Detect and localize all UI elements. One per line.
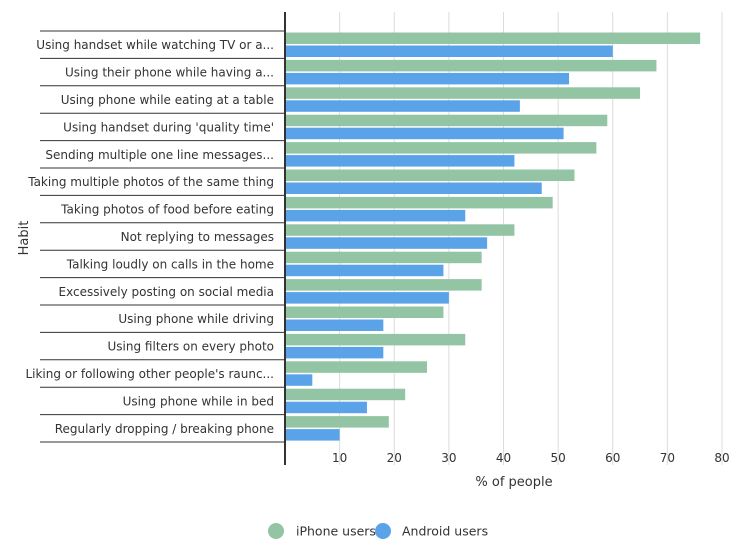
legend-swatch-android bbox=[375, 523, 391, 539]
bar-iphone-7 bbox=[286, 224, 515, 236]
x-tick-label: 70 bbox=[660, 451, 675, 465]
bar-android-0 bbox=[286, 45, 613, 57]
bar-android-11 bbox=[286, 346, 384, 359]
category-labels: Using handset while watching TV or a... U… bbox=[25, 30, 285, 443]
bar-iphone-14 bbox=[286, 416, 389, 428]
category-label: Using handset while watching TV or a... bbox=[36, 38, 274, 52]
bar-android-5 bbox=[286, 182, 542, 194]
bar-iphone-2 bbox=[286, 87, 641, 99]
bar-iphone-5 bbox=[286, 169, 575, 181]
legend-swatch-iphone bbox=[268, 523, 284, 539]
x-tick-label: 10 bbox=[332, 451, 347, 465]
category-label: Sending multiple one line messages... bbox=[45, 148, 274, 162]
x-tick-label: 80 bbox=[714, 451, 729, 465]
bar-android-8 bbox=[286, 264, 444, 277]
bar-android-4 bbox=[286, 155, 515, 167]
category-label: Regularly dropping / breaking phone bbox=[55, 422, 274, 436]
bar-android-13 bbox=[286, 401, 367, 414]
bar-android-12 bbox=[286, 374, 313, 386]
bar-iphone-4 bbox=[286, 142, 597, 154]
bar-iphone-6 bbox=[286, 196, 553, 209]
bar-android-7 bbox=[286, 237, 488, 249]
category-label: Taking multiple photos of the same thing bbox=[27, 175, 274, 189]
bar-android-1 bbox=[286, 72, 570, 85]
bar-iphone-3 bbox=[286, 114, 608, 127]
category-label: Using their phone while having a... bbox=[65, 66, 274, 80]
bar-iphone-1 bbox=[286, 59, 657, 72]
bar-android-9 bbox=[286, 292, 449, 304]
category-label: Liking or following other people's raunc… bbox=[25, 367, 274, 381]
category-label: Using filters on every photo bbox=[108, 340, 274, 354]
category-label: Not replying to messages bbox=[121, 230, 274, 244]
x-tick-label: 20 bbox=[387, 451, 402, 465]
bar-iphone-0 bbox=[286, 32, 701, 44]
bar-android-3 bbox=[286, 127, 564, 140]
bar-iphone-11 bbox=[286, 333, 466, 346]
bar-iphone-12 bbox=[286, 361, 428, 373]
x-tick-label: 50 bbox=[550, 451, 565, 465]
category-label: Excessively posting on social media bbox=[59, 285, 274, 299]
y-axis-title: Habit bbox=[17, 221, 32, 256]
bar-android-6 bbox=[286, 209, 466, 222]
x-axis-title: % of people bbox=[475, 475, 552, 490]
legend-label-android: Android users bbox=[402, 524, 488, 539]
category-label: Using phone while eating at a table bbox=[61, 93, 274, 107]
bar-iphone-13 bbox=[286, 388, 406, 401]
legend: iPhone users Android users bbox=[268, 523, 488, 539]
category-label: Using phone while in bed bbox=[123, 394, 274, 408]
bar-iphone-9 bbox=[286, 279, 482, 291]
x-tick-label: 30 bbox=[441, 451, 456, 465]
category-label: Using handset during 'quality time' bbox=[63, 120, 274, 134]
bar-android-2 bbox=[286, 100, 520, 112]
bar-android-14 bbox=[286, 429, 340, 441]
category-label: Taking photos of food before eating bbox=[60, 203, 274, 217]
bars bbox=[286, 32, 701, 441]
x-tick-label: 60 bbox=[605, 451, 620, 465]
legend-label-iphone: iPhone users bbox=[296, 524, 376, 539]
x-tick-label: 40 bbox=[496, 451, 511, 465]
x-tick-labels: 10 20 30 40 50 60 70 80 bbox=[332, 451, 730, 465]
bar-android-10 bbox=[286, 319, 384, 331]
bar-iphone-10 bbox=[286, 306, 444, 318]
bar-iphone-8 bbox=[286, 251, 482, 264]
category-label: Using phone while driving bbox=[118, 312, 274, 326]
category-label: Talking loudly on calls in the home bbox=[66, 257, 274, 271]
